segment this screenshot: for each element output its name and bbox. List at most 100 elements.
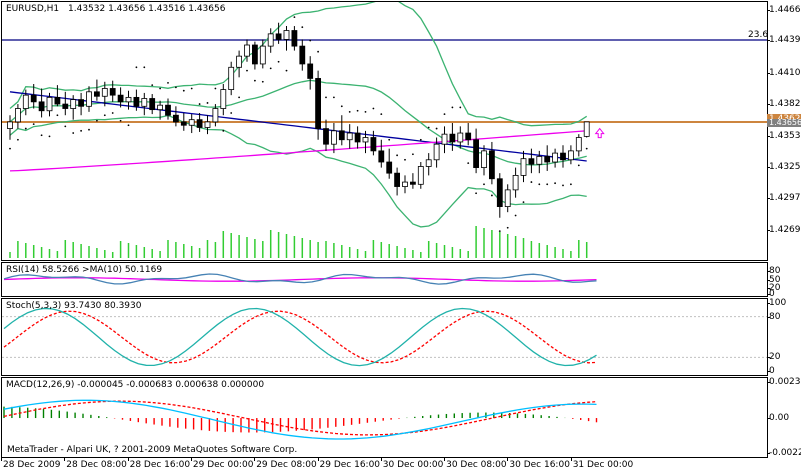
price-tick-label: 1.42975 [769,193,801,204]
tick-mark [767,279,770,281]
candle-body [196,119,203,128]
stoch-tick-label: 80 [769,311,781,322]
price-tick-label: 1.42690 [769,225,801,235]
candle-body [86,91,92,107]
candle-body [78,99,84,107]
sar-dot [451,106,454,109]
candle-body [7,121,13,129]
time-label: 29 Dec 16:00 [319,460,381,470]
price-tick-label: 1.44100 [769,67,801,78]
candle-body [117,94,124,103]
sar-dot [435,127,438,130]
time-tick [570,458,572,461]
candle-body [109,88,116,96]
candle-body [172,114,179,123]
time-label: 30 Dec 16:00 [509,460,570,470]
candle-body [370,137,377,152]
price-chart[interactable] [2,2,767,260]
candle-body [441,133,448,145]
rsi-tick-label: 50 [769,274,781,285]
sar-dot [277,60,280,63]
rsi-ma-line [3,277,597,282]
sar-dot [301,26,304,29]
candle-body [473,139,480,168]
sar-dot [246,69,248,72]
candle-body [62,103,69,109]
rsi-line [3,273,597,285]
candle-body [259,45,266,65]
sar-dot [80,129,82,132]
stoch-tick-label: 0 [769,366,775,376]
candle-body [22,94,29,109]
tick-mark [767,72,770,74]
candle-body [244,44,250,57]
price-tick-label: 1.43535 [769,130,801,141]
sar-dot [309,39,312,42]
sar-dot [538,183,541,186]
price-chart-pane[interactable]: EURUSD,H1 1.43532 1.43656 1.43516 1.4365… [1,1,768,261]
sar-dot [483,183,485,186]
symbol-label: EURUSD,H1 [6,4,60,14]
tick-mark [767,418,770,420]
price-tick-label: 1.44395 [769,34,801,45]
time-tick [444,458,446,461]
macd-tick-label: -0.002280 [769,448,801,458]
rsi-pane[interactable]: RSI(14) 58.5266 >MA(10) 50.1169 [1,262,768,297]
tick-mark [767,198,770,200]
sar-dot [443,113,446,115]
sar-dot [119,119,122,122]
sar-dot [167,81,169,84]
candle-body [409,181,416,185]
tick-mark [767,371,770,372]
macd-pane[interactable]: MACD(12,26,9) -0.000045 -0.000683 0.0006… [1,377,768,458]
sar-dot [103,114,106,117]
sar-dot [372,107,375,110]
time-tick [380,458,382,461]
candle-body [536,156,543,165]
macd-axis: 0.002350 0.00 -0.002280 [767,377,801,458]
macd-main-line [3,399,597,440]
candle-body [251,44,258,65]
time-tick [127,458,129,461]
candle-body [46,96,53,112]
macd-chart[interactable] [2,378,767,457]
sar-dot [88,128,90,131]
candle-body [568,150,574,161]
candle-body [125,96,132,103]
sar-dot [64,125,67,128]
sar-dot [9,147,11,150]
sar-dot [56,114,59,117]
candle-body [267,33,274,47]
candle-body [544,156,551,163]
rsi-chart[interactable] [2,263,767,296]
candle-body [141,98,148,107]
candle-body [54,96,61,105]
sar-dot [198,103,201,105]
current-price-tag-gray: 1.43656 [767,118,801,127]
candle-body [283,30,290,40]
candle-body [157,104,164,111]
sar-dot [230,112,233,114]
price-tick-label: 1.44665 [769,4,801,15]
time-tick [1,458,2,461]
sar-dot [127,124,130,127]
sar-dot [554,182,556,185]
sar-dot [546,183,549,186]
candle-body [425,159,432,167]
candle-body [346,132,353,141]
sar-dot [269,67,272,70]
sar-dot [261,80,264,83]
rsi-axis: 80 50 20 0 [767,262,801,299]
candle-body [30,94,37,103]
tick-mark [767,230,770,231]
moving-average-magenta-line [9,130,587,172]
stochastic-pane[interactable]: Stoch(5,3,3) 93.7430 80.3930 [1,298,768,376]
candle-body [575,137,582,152]
sar-dot [190,87,193,90]
sar-dot [325,96,327,99]
stochastic-chart[interactable] [2,299,767,375]
candle-body [14,108,21,123]
candle-body [275,33,282,40]
sar-dot [340,105,343,108]
candle-body [362,137,369,143]
